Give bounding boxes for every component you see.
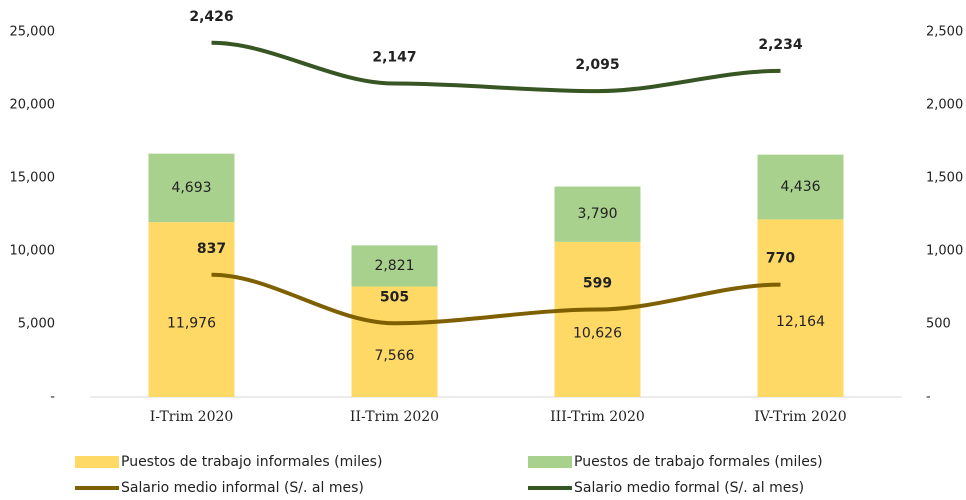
value-label: 4,693 (171, 180, 211, 196)
legend-label: Puestos de trabajo informales (miles) (121, 454, 382, 470)
value-label: 10,626 (573, 325, 622, 341)
line-label: 2,234 (758, 37, 803, 53)
bar (148, 222, 235, 397)
bar (554, 241, 641, 397)
legend-label: Puestos de trabajo formales (miles) (574, 454, 823, 470)
bar (351, 286, 438, 397)
y-tick-label: 20,000 (10, 98, 56, 113)
value-label: 2,821 (374, 258, 414, 274)
value-label: 3,790 (577, 206, 617, 222)
x-tick-label: III-Trim 2020 (550, 409, 645, 425)
y2-tick-label: - (926, 390, 931, 405)
line-label: 599 (583, 276, 612, 292)
bar (148, 153, 235, 223)
line-label: 837 (197, 241, 226, 257)
y-tick-label: - (50, 390, 55, 405)
bar (554, 186, 641, 242)
y-tick-label: 15,000 (10, 171, 56, 186)
x-tick-label: I-Trim 2020 (150, 409, 234, 425)
line (211, 272, 781, 326)
value-label: 12,164 (776, 314, 825, 330)
y-tick-label: 10,000 (10, 244, 56, 259)
bar (351, 245, 438, 287)
legend-swatch (528, 456, 572, 468)
legend-label: Salario medio informal (S/. al mes) (121, 480, 364, 496)
y2-tick-label: 2,500 (926, 25, 963, 40)
line-label: 770 (766, 251, 795, 267)
legend-swatch (75, 456, 119, 468)
x-tick-label: II-Trim 2020 (350, 409, 439, 425)
line (211, 40, 781, 94)
y2-tick-label: 500 (926, 317, 951, 332)
bar (757, 219, 844, 397)
y-tick-label: 25,000 (10, 25, 56, 40)
y-tick-label: 5,000 (18, 317, 55, 332)
value-label: 4,436 (780, 179, 820, 195)
y2-tick-label: 1,500 (926, 171, 963, 186)
bar (757, 154, 844, 220)
line-label: 505 (380, 289, 409, 305)
line-label: 2,426 (189, 9, 233, 25)
legend-label: Salario medio formal (S/. al mes) (574, 480, 804, 496)
value-label: 11,976 (167, 316, 216, 332)
value-label: 7,566 (374, 348, 414, 364)
x-tick-label: IV-Trim 2020 (754, 409, 846, 425)
line-label: 2,095 (575, 57, 619, 73)
y2-tick-label: 2,000 (926, 98, 963, 113)
line-label: 2,147 (372, 50, 416, 66)
y2-tick-label: 1,000 (926, 244, 963, 259)
